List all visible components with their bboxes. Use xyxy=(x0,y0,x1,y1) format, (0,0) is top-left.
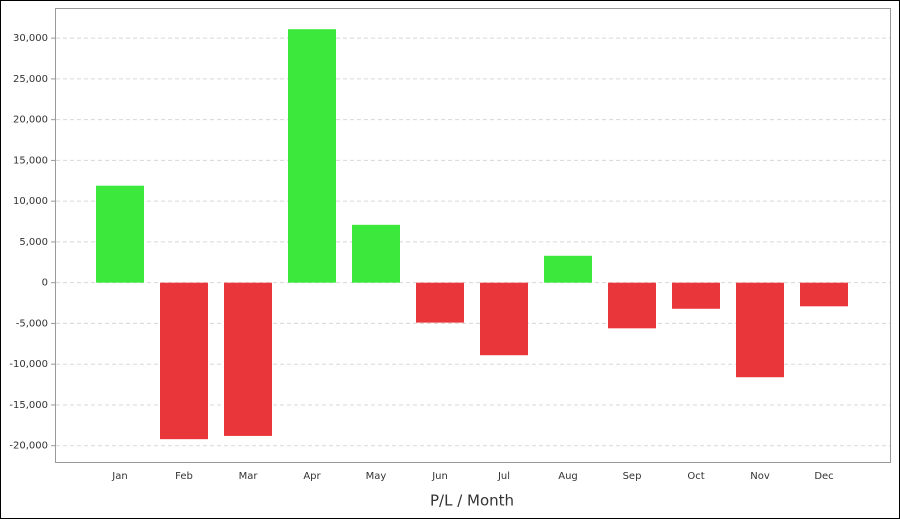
bar xyxy=(96,185,144,283)
y-tick-label: 30,000 xyxy=(13,33,48,44)
x-tick-label: Jan xyxy=(111,471,127,482)
y-tick-label: 0 xyxy=(42,278,48,289)
bar xyxy=(736,282,784,378)
x-tick-label: Aug xyxy=(558,471,578,482)
bar xyxy=(672,282,720,309)
bar xyxy=(224,282,272,436)
x-tick-label: Mar xyxy=(239,471,259,482)
y-tick-label: 10,000 xyxy=(13,196,48,207)
y-tick-label: -10,000 xyxy=(9,359,48,370)
x-axis-title: P/L / Month xyxy=(430,492,514,510)
y-tick-label: -5,000 xyxy=(16,318,48,329)
y-tick-label: 15,000 xyxy=(13,155,48,166)
bar xyxy=(352,224,400,283)
x-tick-label: Feb xyxy=(175,471,193,482)
y-tick-label: -20,000 xyxy=(9,441,48,452)
y-tick-label: 25,000 xyxy=(13,74,48,85)
x-tick-label: Sep xyxy=(623,471,642,482)
x-tick-label: Jun xyxy=(431,471,448,482)
x-tick-label: Jul xyxy=(497,471,510,482)
x-tick-label: Oct xyxy=(687,471,704,482)
bar xyxy=(160,282,208,440)
x-tick-label: Dec xyxy=(814,471,833,482)
y-tick-label: 20,000 xyxy=(13,115,48,126)
x-tick-label: Apr xyxy=(303,471,321,482)
bar xyxy=(480,282,528,356)
bar xyxy=(608,282,656,329)
y-tick-label: 5,000 xyxy=(19,237,48,248)
x-tick-label: May xyxy=(366,471,387,482)
bar xyxy=(800,282,848,307)
bar xyxy=(544,255,592,283)
y-tick-label: -15,000 xyxy=(9,400,48,411)
bar xyxy=(416,282,464,323)
x-tick-label: Nov xyxy=(750,471,770,482)
bar xyxy=(288,29,336,283)
